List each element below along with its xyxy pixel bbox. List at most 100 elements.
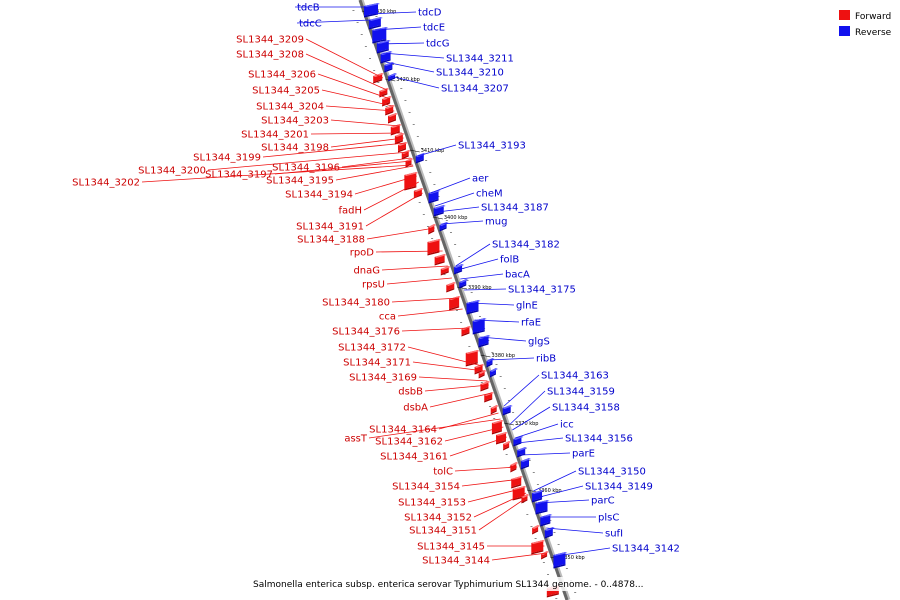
gene-label-sl1344-3200[interactable]: SL1344_3200 bbox=[138, 166, 206, 177]
forward-gene-feature[interactable] bbox=[478, 370, 487, 379]
gene-label-rfae[interactable]: rfaE bbox=[521, 318, 541, 329]
forward-gene-feature[interactable] bbox=[461, 326, 472, 337]
gene-label-aer[interactable]: aer bbox=[472, 174, 489, 185]
gene-label-glne[interactable]: glnE bbox=[516, 301, 538, 312]
forward-gene-feature[interactable] bbox=[373, 73, 385, 84]
forward-gene-feature[interactable] bbox=[510, 462, 519, 473]
gene-label-sl1344-3142[interactable]: SL1344_3142 bbox=[612, 544, 680, 555]
forward-gene-feature[interactable] bbox=[397, 142, 408, 153]
forward-gene-feature[interactable] bbox=[385, 105, 396, 116]
forward-gene-feature[interactable] bbox=[511, 476, 524, 489]
gene-label-fadh[interactable]: fadH bbox=[338, 206, 362, 217]
gene-label-tolc[interactable]: tolC bbox=[433, 467, 453, 478]
gene-label-sufi[interactable]: sufI bbox=[605, 529, 623, 540]
reverse-gene-feature[interactable] bbox=[376, 40, 391, 54]
gene-label-asst[interactable]: assT bbox=[344, 434, 368, 445]
gene-label-sl1344-3187[interactable]: SL1344_3187 bbox=[481, 203, 549, 214]
gene-label-sl1344-3156[interactable]: SL1344_3156 bbox=[565, 434, 633, 445]
forward-gene-feature[interactable] bbox=[496, 432, 509, 445]
gene-label-sl1344-3164[interactable]: SL1344_3164 bbox=[369, 425, 437, 436]
gene-label-dsba[interactable]: dsbA bbox=[403, 403, 428, 414]
gene-label-sl1344-3191[interactable]: SL1344_3191 bbox=[296, 222, 364, 233]
gene-label-sl1344-3172[interactable]: SL1344_3172 bbox=[338, 343, 406, 354]
gene-label-sl1344-3175[interactable]: SL1344_3175 bbox=[508, 285, 576, 296]
gene-label-sl1344-3197[interactable]: SL1344_3197 bbox=[205, 170, 273, 181]
gene-label-sl1344-3169[interactable]: SL1344_3169 bbox=[349, 373, 417, 384]
gene-label-sl1344-3205[interactable]: SL1344_3205 bbox=[252, 86, 320, 97]
forward-gene-feature[interactable] bbox=[446, 282, 457, 293]
gene-label-rpsu[interactable]: rpsU bbox=[362, 280, 385, 291]
gene-label-chem[interactable]: cheM bbox=[476, 189, 503, 200]
gene-label-dnag[interactable]: dnaG bbox=[353, 266, 380, 277]
forward-gene-feature[interactable] bbox=[531, 540, 546, 555]
gene-label-sl1344-3203[interactable]: SL1344_3203 bbox=[261, 116, 329, 127]
gene-label-sl1344-3193[interactable]: SL1344_3193 bbox=[458, 141, 526, 152]
reverse-gene-feature[interactable] bbox=[513, 436, 524, 447]
forward-gene-feature[interactable] bbox=[532, 525, 541, 535]
gene-label-sl1344-3144[interactable]: SL1344_3144 bbox=[422, 556, 490, 567]
forward-gene-feature[interactable] bbox=[440, 266, 451, 276]
gene-label-sl1344-3204[interactable]: SL1344_3204 bbox=[256, 102, 324, 113]
forward-gene-feature[interactable] bbox=[427, 239, 442, 256]
gene-label-sl1344-3210[interactable]: SL1344_3210 bbox=[436, 68, 504, 79]
gene-label-sl1344-3208[interactable]: SL1344_3208 bbox=[236, 50, 304, 61]
gene-label-sl1344-3202[interactable]: SL1344_3202 bbox=[72, 178, 140, 189]
gene-label-tdcg[interactable]: tdcG bbox=[426, 39, 450, 50]
gene-label-sl1344-3149[interactable]: SL1344_3149 bbox=[585, 482, 653, 493]
gene-label-sl1344-3145[interactable]: SL1344_3145 bbox=[417, 542, 485, 553]
gene-label-mug[interactable]: mug bbox=[485, 217, 507, 228]
reverse-gene-feature[interactable] bbox=[532, 490, 545, 503]
gene-label-sl1344-3154[interactable]: SL1344_3154 bbox=[392, 482, 460, 493]
gene-label-icc[interactable]: icc bbox=[560, 420, 574, 431]
gene-label-sl1344-3180[interactable]: SL1344_3180 bbox=[322, 298, 390, 309]
gene-label-sl1344-3201[interactable]: SL1344_3201 bbox=[241, 130, 309, 141]
gene-label-ribb[interactable]: ribB bbox=[536, 354, 556, 365]
reverse-gene-feature[interactable] bbox=[544, 527, 555, 539]
forward-gene-feature[interactable] bbox=[434, 254, 447, 266]
reverse-gene-feature[interactable] bbox=[364, 3, 381, 18]
gene-label-sl1344-3158[interactable]: SL1344_3158 bbox=[552, 403, 620, 414]
reverse-gene-feature[interactable] bbox=[384, 62, 395, 73]
gene-label-rpod[interactable]: rpoD bbox=[350, 248, 375, 259]
reverse-gene-feature[interactable] bbox=[489, 368, 498, 378]
gene-label-dsbb[interactable]: dsbB bbox=[398, 387, 423, 398]
gene-label-sl1344-3152[interactable]: SL1344_3152 bbox=[404, 513, 472, 524]
gene-label-sl1344-3159[interactable]: SL1344_3159 bbox=[547, 387, 615, 398]
gene-label-sl1344-3176[interactable]: SL1344_3176 bbox=[332, 327, 400, 338]
reverse-gene-feature[interactable] bbox=[433, 205, 446, 217]
reverse-gene-feature[interactable] bbox=[459, 279, 469, 289]
reverse-gene-feature[interactable] bbox=[521, 458, 532, 470]
gene-label-tdcc[interactable]: tdcC bbox=[299, 19, 322, 30]
gene-label-sl1344-3194[interactable]: SL1344_3194 bbox=[285, 190, 353, 201]
reverse-gene-feature[interactable] bbox=[415, 153, 426, 164]
forward-gene-feature[interactable] bbox=[394, 133, 405, 145]
reverse-gene-feature[interactable] bbox=[502, 405, 513, 416]
forward-gene-feature[interactable] bbox=[541, 551, 550, 560]
reverse-gene-feature[interactable] bbox=[368, 17, 383, 30]
gene-label-sl1344-3161[interactable]: SL1344_3161 bbox=[380, 452, 448, 463]
gene-label-sl1344-3198[interactable]: SL1344_3198 bbox=[261, 143, 329, 154]
gene-label-sl1344-3163[interactable]: SL1344_3163 bbox=[541, 371, 609, 382]
gene-label-tdce[interactable]: tdcE bbox=[423, 23, 445, 34]
gene-label-tdcb[interactable]: tdcB bbox=[297, 3, 320, 14]
gene-label-sl1344-3150[interactable]: SL1344_3150 bbox=[578, 467, 646, 478]
gene-label-sl1344-3162[interactable]: SL1344_3162 bbox=[375, 437, 443, 448]
gene-label-sl1344-3153[interactable]: SL1344_3153 bbox=[398, 498, 466, 509]
gene-label-plsc[interactable]: plsC bbox=[598, 513, 619, 524]
gene-label-sl1344-3196[interactable]: SL1344_3196 bbox=[272, 163, 340, 174]
gene-label-cca[interactable]: cca bbox=[379, 312, 396, 323]
gene-label-glgs[interactable]: glgS bbox=[528, 337, 550, 348]
forward-gene-feature[interactable] bbox=[491, 420, 504, 435]
gene-label-sl1344-3151[interactable]: SL1344_3151 bbox=[409, 526, 477, 537]
gene-label-sl1344-3211[interactable]: SL1344_3211 bbox=[446, 54, 514, 65]
gene-label-parc[interactable]: parC bbox=[591, 496, 615, 507]
gene-label-sl1344-3188[interactable]: SL1344_3188 bbox=[297, 235, 365, 246]
gene-label-sl1344-3206[interactable]: SL1344_3206 bbox=[248, 70, 316, 81]
gene-label-sl1344-3182[interactable]: SL1344_3182 bbox=[492, 240, 560, 251]
gene-label-sl1344-3171[interactable]: SL1344_3171 bbox=[343, 358, 411, 369]
gene-label-baca[interactable]: bacA bbox=[505, 270, 530, 281]
forward-gene-feature[interactable] bbox=[490, 405, 499, 415]
forward-gene-feature[interactable] bbox=[428, 224, 437, 235]
forward-gene-feature[interactable] bbox=[404, 172, 419, 191]
